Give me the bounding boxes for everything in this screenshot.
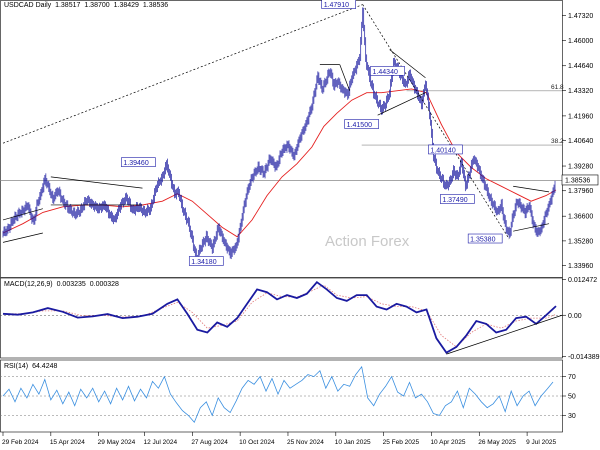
open-value: 1.38517 <box>55 2 81 9</box>
level-label-box <box>440 194 475 204</box>
close-value: 1.38536 <box>142 2 169 9</box>
price-tick-label: 1.43320 <box>568 88 593 95</box>
level-label-box <box>370 66 405 76</box>
final-wedge-upper <box>513 185 550 193</box>
price-tick-label: 1.36600 <box>568 214 593 221</box>
rsi-label: RSI(14) <box>4 363 29 370</box>
macd-line <box>2 280 557 354</box>
macd-tick-label: 0.00 <box>568 313 582 320</box>
rsi-header: RSI(14) 64.4248 <box>4 363 59 370</box>
price-axis-ticks: 1.47320 1.46000 1.44640 1.43320 1.41960 1.406… <box>562 13 593 270</box>
level-label-text: 1.40140 <box>430 147 455 154</box>
price-tick-label: 1.40640 <box>568 138 593 145</box>
level-label-text: 1.35380 <box>470 237 495 244</box>
date-tick-label: 25 Feb 2025 <box>383 439 420 446</box>
date-axis-ticks: 29 Feb 2024 15 Apr 2024 29 May 2024 12 Jul … <box>2 432 556 446</box>
timeframe-label: Daily <box>35 2 52 9</box>
price-tick-label: 1.37960 <box>568 188 593 195</box>
date-tick-label: 29 May 2024 <box>98 439 136 446</box>
level-label-text: 1.39460 <box>123 160 148 167</box>
price-tick-label: 1.44640 <box>568 63 593 70</box>
price-header: USDCAD Daily 1.38517 1.38700 1.38429 1.38… <box>4 2 170 9</box>
rsi-tick-label: 30 <box>568 413 576 420</box>
date-tick-label: 9 Jul 2025 <box>526 439 556 446</box>
top-box-side <box>339 64 351 91</box>
level-label-box <box>428 144 463 155</box>
price-panel-frame <box>0 0 563 278</box>
date-tick-label: 12 Jul 2024 <box>143 439 177 446</box>
high-value: 1.38700 <box>84 2 110 9</box>
macd-header: MACD(12,26,9) 0.003235 0.000328 <box>4 281 121 288</box>
level-label-text: 1.47910 <box>324 2 349 9</box>
macd-value-1: 0.003235 <box>56 281 86 288</box>
current-price-box <box>561 174 599 186</box>
rsi-line <box>2 365 554 424</box>
date-tick-label: 10 Jan 2025 <box>335 439 371 446</box>
date-tick-label: 29 Feb 2024 <box>2 439 39 446</box>
chart-annotations: 1.39460 1.34180 1.47910 1.41500 1.44340 1.401… <box>121 0 599 266</box>
macd-tick-label: -0.014389 <box>568 354 600 361</box>
price-tick-label: 1.33960 <box>568 263 593 270</box>
early-channel-lower <box>2 232 43 243</box>
price-tick-label: 1.41960 <box>568 113 593 120</box>
macd-label: MACD(12,26,9) <box>4 281 53 288</box>
fib-label-382: 38.2 <box>551 138 564 145</box>
level-label-text: 1.34180 <box>191 259 216 266</box>
dotted-trendline-long <box>2 4 363 144</box>
current-price-label: 1.38536 <box>565 177 590 184</box>
price-tick-label: 1.35280 <box>568 238 593 245</box>
watermark-text: Action Forex <box>325 233 410 250</box>
price-tick-label: 1.46000 <box>568 38 593 45</box>
wedge-upper-line <box>389 49 426 78</box>
level-label-text: 1.37490 <box>442 197 467 204</box>
macd-panel-frame <box>0 277 563 359</box>
dotted-trendline-down <box>362 4 510 240</box>
price-tick-label: 1.39280 <box>568 164 593 171</box>
date-tick-label: 25 Nov 2024 <box>287 439 324 446</box>
date-tick-label: 26 May 2025 <box>478 439 516 446</box>
level-label-box <box>121 157 156 167</box>
symbol-label: USDCAD <box>4 2 34 9</box>
level-label-text: 1.41500 <box>347 122 372 129</box>
level-label-box <box>188 256 224 266</box>
rsi-tick-label: 50 <box>568 394 576 401</box>
macd-value-2: 0.000328 <box>89 281 119 288</box>
level-label-box <box>467 233 503 244</box>
low-value: 1.38429 <box>113 2 139 9</box>
triangle-upper-line <box>50 176 143 189</box>
panel-frames <box>0 0 563 433</box>
date-tick-label: 10 Apr 2025 <box>430 439 465 446</box>
rsi-value: 64.4248 <box>32 363 58 370</box>
wedge-lower-line <box>377 92 426 116</box>
price-plot <box>0 4 562 263</box>
macd-trendline <box>446 314 563 355</box>
macd-plot: 0.012472 0.00 -0.014389 <box>0 277 600 361</box>
price-tick-label: 1.47320 <box>568 13 593 20</box>
date-tick-label: 27 Aug 2024 <box>191 439 228 446</box>
final-wedge-lower <box>513 223 550 232</box>
macd-tick-label: 0.012472 <box>568 277 597 284</box>
rsi-tick-label: 70 <box>568 374 576 381</box>
level-label-text: 1.44340 <box>373 69 398 76</box>
macd-signal-line <box>3 284 557 348</box>
early-channel-upper <box>2 208 43 221</box>
level-label-box <box>344 119 379 129</box>
date-tick-label: 10 Oct 2024 <box>239 439 275 446</box>
fib-label-618: 61.8 <box>551 84 564 91</box>
level-label-box <box>321 0 356 9</box>
rsi-plot: 70 50 30 <box>0 365 576 424</box>
date-tick-label: 15 Apr 2024 <box>50 439 85 446</box>
